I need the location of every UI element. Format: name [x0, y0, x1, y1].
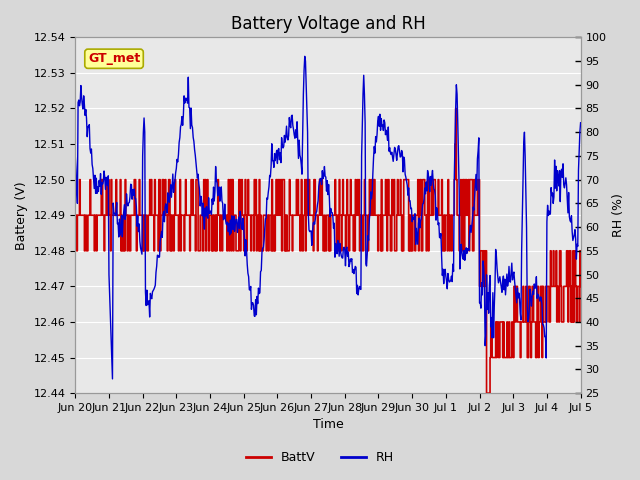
- Y-axis label: Battery (V): Battery (V): [15, 181, 28, 250]
- Y-axis label: RH (%): RH (%): [612, 193, 625, 237]
- Legend: BattV, RH: BattV, RH: [241, 446, 399, 469]
- X-axis label: Time: Time: [312, 419, 343, 432]
- Text: GT_met: GT_met: [88, 52, 140, 65]
- Title: Battery Voltage and RH: Battery Voltage and RH: [230, 15, 426, 33]
